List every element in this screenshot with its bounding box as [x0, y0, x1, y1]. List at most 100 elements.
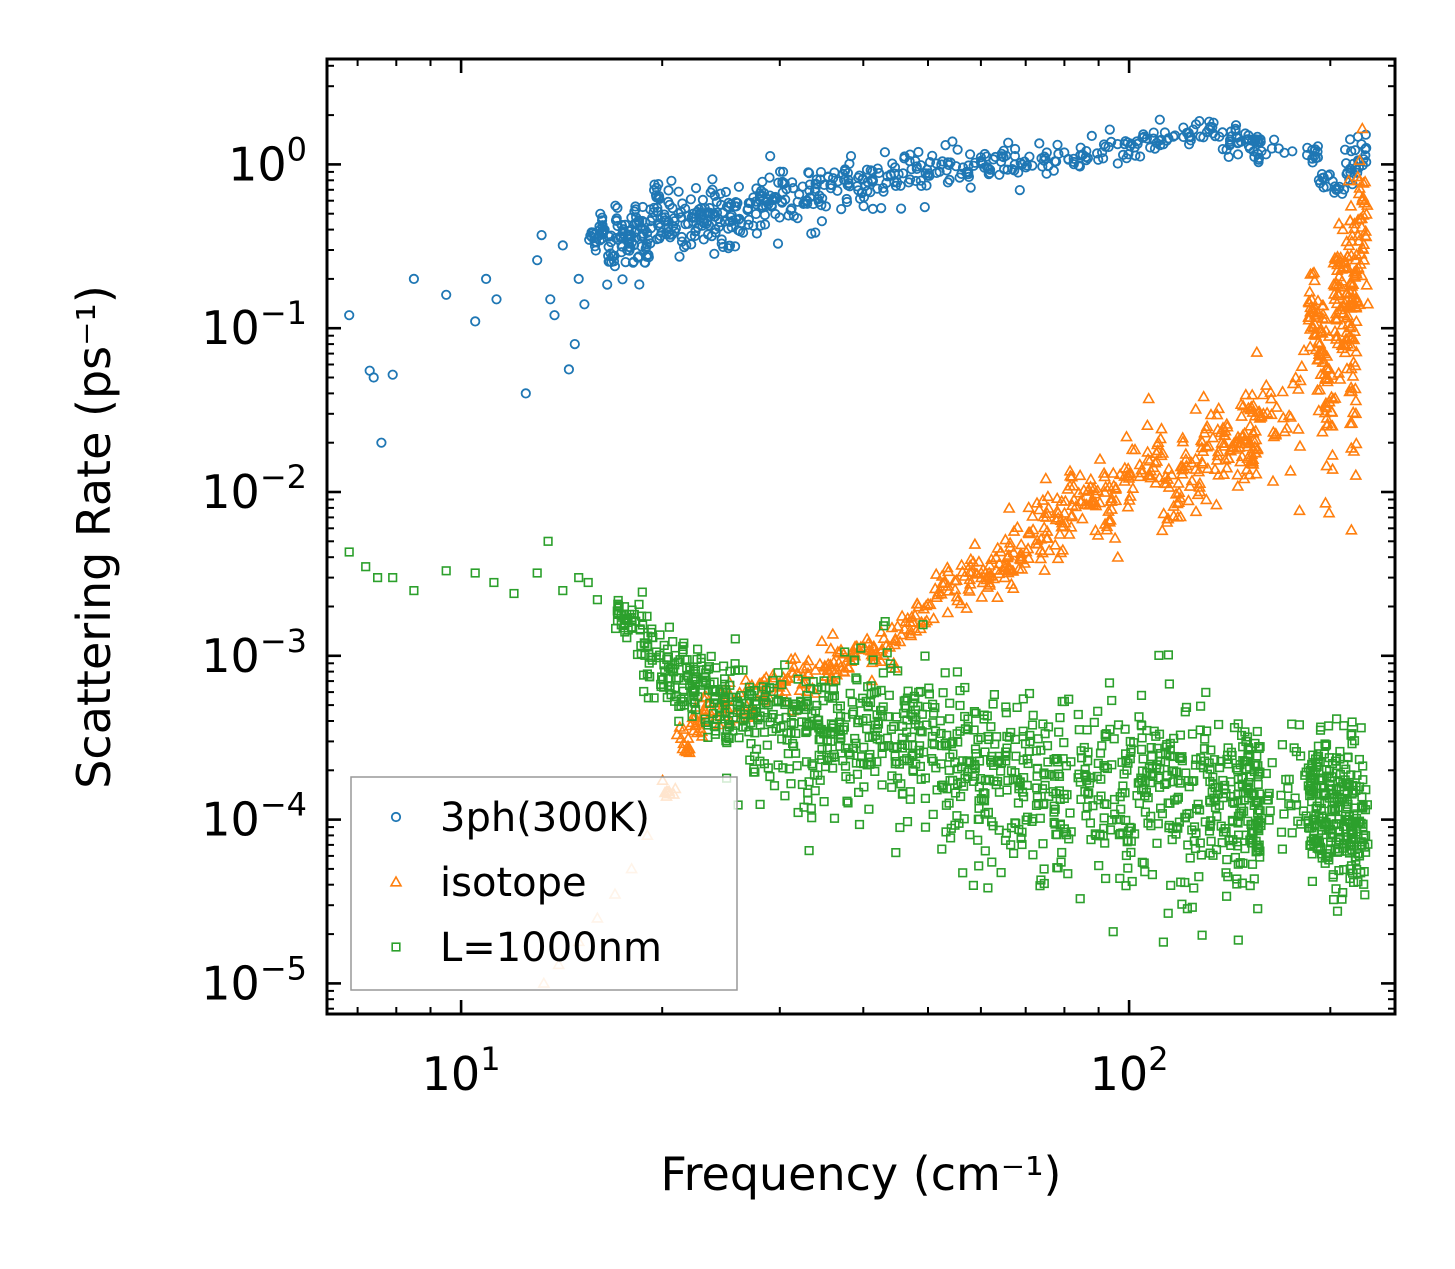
l-1000nm-point [1356, 723, 1366, 733]
isotope-point [1038, 563, 1051, 575]
l-1000nm-point [882, 733, 892, 743]
l-1000nm-point [1012, 702, 1022, 712]
isotope-point [1354, 247, 1368, 259]
l-1000nm-point [1276, 790, 1286, 800]
3ph-300k-point [732, 225, 744, 236]
l-1000nm-point [1249, 874, 1259, 884]
l-1000nm-point [1011, 751, 1021, 761]
l-1000nm-point [1210, 755, 1220, 765]
isotope-point [1355, 121, 1369, 134]
isotope-point [1192, 465, 1206, 477]
l-1000nm-point [852, 769, 862, 779]
l-1000nm-point [721, 693, 731, 704]
l-1000nm-point [944, 765, 954, 775]
l-1000nm-point [1080, 769, 1090, 780]
isotope-point [1208, 462, 1222, 475]
l-1000nm-point [986, 757, 996, 767]
l-1000nm-point [746, 738, 756, 749]
x-tick-label: 101 [422, 1040, 501, 1101]
l-1000nm-point [842, 796, 852, 806]
3ph-300k-point [1312, 146, 1323, 157]
isotope-point [826, 627, 840, 639]
l-1000nm-point [1233, 796, 1243, 806]
isotope-point [1155, 523, 1169, 536]
l-1000nm-point [622, 633, 632, 643]
l-1000nm-point [583, 577, 593, 588]
3ph-300k-point [1361, 156, 1372, 168]
isotope-point [1212, 468, 1225, 480]
3ph-300k-point [642, 249, 653, 260]
l-1000nm-point [1101, 873, 1111, 884]
l-1000nm-point [1189, 822, 1200, 832]
l-1000nm-point [1173, 823, 1183, 833]
l-1000nm-point [851, 758, 861, 768]
l-1000nm-point [777, 734, 787, 744]
l-1000nm-point [1252, 840, 1262, 851]
l-1000nm-point [980, 846, 990, 856]
isotope-point [1321, 417, 1334, 429]
3ph-300k-point [1052, 139, 1063, 150]
3ph-300k-point [772, 238, 784, 249]
isotope-point [1319, 396, 1333, 408]
isotope-point [1322, 362, 1336, 374]
l-1000nm-point [1132, 790, 1142, 801]
3ph-300k-point [1148, 127, 1159, 138]
l-1000nm-point [1171, 829, 1181, 839]
isotope-point [923, 597, 937, 610]
l-1000nm-point [1212, 811, 1222, 822]
l-1000nm-point [1206, 836, 1216, 846]
l-1000nm-point [974, 861, 984, 871]
l-1000nm-point [1294, 720, 1304, 730]
l-1000nm-point [1044, 769, 1054, 780]
l-1000nm-point [969, 776, 979, 786]
isotope-point [1355, 211, 1369, 224]
isotope-point [1218, 453, 1232, 465]
l-1000nm-point [1354, 754, 1364, 765]
l-1000nm-point [780, 791, 790, 801]
isotope-point [1235, 409, 1248, 421]
legend-marker-triangle [389, 875, 403, 887]
isotope-point [941, 561, 954, 573]
isotope-point [938, 576, 951, 588]
y-tick-label: 10−5 [201, 949, 307, 1010]
l-1000nm-point [643, 642, 653, 652]
l-1000nm-point [928, 708, 939, 718]
l-1000nm-point [1346, 822, 1356, 832]
l-1000nm-point [975, 773, 985, 784]
3ph-300k-point [815, 167, 827, 178]
l-1000nm-point [1232, 874, 1242, 884]
isotope-point [1330, 329, 1343, 342]
isotope-point [1351, 170, 1365, 182]
isotope-point [1151, 443, 1165, 456]
3ph-300k-point [1159, 127, 1171, 138]
l-1000nm-point [700, 714, 710, 724]
3ph-300k-point [692, 222, 703, 233]
l-1000nm-point [635, 625, 645, 635]
l-1000nm-point [831, 676, 841, 686]
l-1000nm-point [1342, 781, 1353, 792]
l-1000nm-point [884, 690, 894, 700]
l-1000nm-point [799, 702, 809, 712]
l-1000nm-point [953, 764, 963, 774]
isotope-point [1292, 422, 1305, 434]
l-1000nm-point [827, 763, 838, 773]
l-1000nm-point [1154, 773, 1164, 783]
l-1000nm-point [1213, 789, 1223, 799]
l-1000nm-point [1243, 784, 1253, 794]
l-1000nm-point [872, 710, 882, 720]
isotope-point [1236, 399, 1250, 411]
l-1000nm-point [1315, 798, 1325, 808]
isotope-point [1320, 411, 1334, 423]
l-1000nm-point [1043, 722, 1054, 732]
l-1000nm-point [955, 726, 965, 736]
3ph-300k-point [820, 201, 832, 212]
isotope-point [1334, 280, 1348, 292]
3ph-300k-point [947, 136, 958, 147]
l-1000nm-point [1316, 773, 1326, 783]
3ph-300k-point [774, 212, 785, 223]
3ph-300k-point [891, 177, 903, 188]
3ph-300k-point [1266, 143, 1278, 154]
isotope-point [964, 552, 978, 565]
isotope-point [1245, 388, 1259, 400]
isotope-point [1345, 340, 1358, 352]
